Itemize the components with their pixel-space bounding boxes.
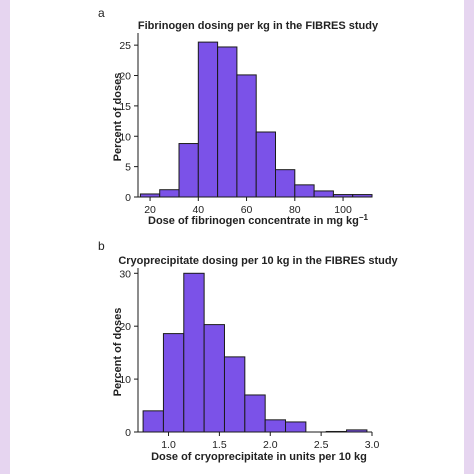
figure-frame: a Fibrinogen dosing per kg in the FIBRES… xyxy=(10,0,464,474)
chart-b-bar-2 xyxy=(183,272,205,433)
chart-a-bar-5 xyxy=(236,74,257,198)
chart-b-xlabel: Dose of cryoprecipitate in units per 10 … xyxy=(151,451,367,463)
chart-b-bar-3 xyxy=(203,324,225,433)
chart-b-ytick-label-3: 30 xyxy=(119,268,131,280)
chart-b-ytick-label-0: 0 xyxy=(125,427,131,439)
chart-a-ytick-label-5: 25 xyxy=(119,40,131,52)
chart-a-bar-2 xyxy=(178,143,199,198)
chart-a-xtick-label-1: 40 xyxy=(192,204,204,216)
chart-a-bar-1 xyxy=(159,189,180,198)
chart-a-bar-6 xyxy=(255,131,277,198)
figure-canvas: a Fibrinogen dosing per kg in the FIBRES… xyxy=(98,6,399,463)
chart-a-ytick-label-3: 15 xyxy=(119,101,131,113)
chart-b-bar-0 xyxy=(142,410,164,433)
chart-b-xtick-label-2: 2.0 xyxy=(263,439,278,451)
chart-b-xtick-label-4: 3.0 xyxy=(365,439,380,451)
chart-b-bar-4 xyxy=(223,356,246,433)
chart-b-bar-7 xyxy=(285,421,307,433)
chart-a-xtick-label-4: 100 xyxy=(334,204,352,216)
chart-b-xtick-label-3: 2.5 xyxy=(314,439,329,451)
chart-a-xlabel-main: Dose of fibrinogen concentrate in mg kg xyxy=(148,215,359,227)
panel-letter-b: b xyxy=(98,239,105,253)
chart-a-xtick-label-2: 60 xyxy=(241,204,253,216)
chart-b-plot: 0 10 20 30 1.0 1.5 2.0 2.5 3.0 xyxy=(119,268,379,451)
chart-a-ytick-label-2: 10 xyxy=(119,131,131,143)
chart-a-xlabel-sup: −1 xyxy=(359,213,369,222)
chart-b-bar-6 xyxy=(264,419,287,433)
chart-b-ylabel: Percent of doses xyxy=(112,308,124,397)
chart-a-ytick-label-1: 5 xyxy=(125,162,131,174)
panel-letter-a: a xyxy=(98,6,105,20)
chart-a-ytick-label-0: 0 xyxy=(125,192,131,204)
chart-a-ylabel: Percent of doses xyxy=(112,73,124,162)
chart-b-ytick-label-2: 20 xyxy=(119,321,131,333)
chart-a-plot: 0 5 10 15 20 25 20 40 60 80 100 xyxy=(119,33,373,216)
chart-b-xtick-label-0: 1.0 xyxy=(161,439,176,451)
chart-a-bar-8 xyxy=(294,184,315,198)
chart-a-title: Fibrinogen dosing per kg in the FIBRES s… xyxy=(138,20,379,32)
chart-b-xtick-label-1: 1.5 xyxy=(212,439,227,451)
chart-a-xlabel: Dose of fibrinogen concentrate in mg kg−… xyxy=(148,213,369,227)
chart-b-ytick-label-1: 10 xyxy=(119,374,131,386)
chart-b-title: Cryoprecipitate dosing per 10 kg in the … xyxy=(118,255,398,267)
chart-b-bar-1 xyxy=(162,333,185,433)
chart-b-bar-5 xyxy=(244,394,266,433)
chart-a-xtick-label-0: 20 xyxy=(144,204,156,216)
chart-a-bar-4 xyxy=(217,46,238,198)
chart-a-bar-7 xyxy=(275,169,296,198)
chart-a-bar-9 xyxy=(313,190,334,198)
chart-a-bar-3 xyxy=(197,41,219,198)
chart-a-ytick-label-4: 20 xyxy=(119,71,131,83)
chart-a-xtick-label-3: 80 xyxy=(289,204,301,216)
